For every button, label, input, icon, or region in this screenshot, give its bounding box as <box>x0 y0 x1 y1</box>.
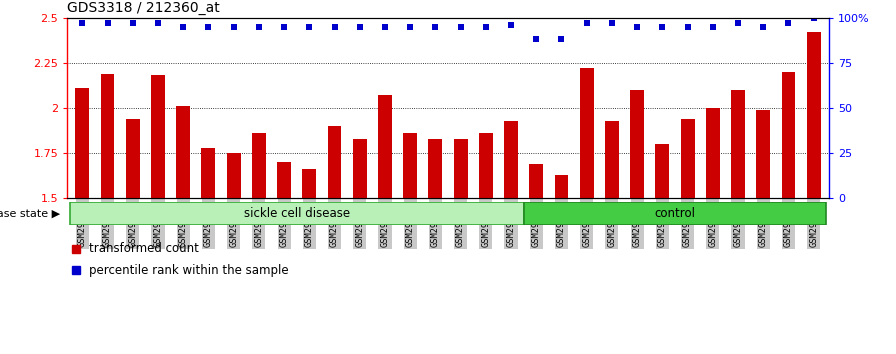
Point <box>403 24 418 29</box>
Point <box>302 24 316 29</box>
Bar <box>75 88 90 198</box>
Point <box>580 20 594 26</box>
Point <box>252 24 266 29</box>
Bar <box>277 162 291 198</box>
Bar <box>403 133 418 198</box>
Bar <box>202 148 215 198</box>
Text: sickle cell disease: sickle cell disease <box>244 207 349 220</box>
Bar <box>605 121 619 198</box>
Bar <box>428 139 443 198</box>
Point <box>378 24 392 29</box>
Bar <box>177 106 190 198</box>
Point <box>176 24 190 29</box>
Bar <box>681 119 694 198</box>
Bar <box>453 139 468 198</box>
Bar <box>781 72 796 198</box>
Bar <box>530 164 543 198</box>
Point <box>327 24 341 29</box>
Point <box>100 20 115 26</box>
Bar <box>806 32 821 198</box>
Point <box>655 24 669 29</box>
Bar <box>504 121 518 198</box>
Text: disease state ▶: disease state ▶ <box>0 208 60 218</box>
Bar <box>731 90 745 198</box>
Point <box>806 15 821 21</box>
Point <box>555 36 569 42</box>
Bar <box>555 175 568 198</box>
Point <box>680 24 694 29</box>
Point <box>428 24 443 29</box>
Point <box>277 24 291 29</box>
Bar <box>655 144 669 198</box>
Point <box>125 20 140 26</box>
Point <box>605 20 619 26</box>
Bar <box>252 133 266 198</box>
Bar <box>302 169 316 198</box>
Point <box>202 24 216 29</box>
Bar <box>378 95 392 198</box>
Text: GDS3318 / 212360_at: GDS3318 / 212360_at <box>67 1 220 15</box>
Bar <box>580 68 594 198</box>
Point <box>478 24 493 29</box>
Point <box>530 36 544 42</box>
Bar <box>756 110 771 198</box>
Bar <box>151 75 165 198</box>
Bar <box>478 133 493 198</box>
Text: percentile rank within the sample: percentile rank within the sample <box>89 264 289 276</box>
Bar <box>227 153 241 198</box>
Bar <box>523 202 826 225</box>
Point <box>227 24 241 29</box>
Point <box>151 20 165 26</box>
Point <box>706 24 720 29</box>
Text: transformed count: transformed count <box>89 242 198 255</box>
Point <box>453 24 468 29</box>
Point <box>756 24 771 29</box>
Bar <box>353 139 366 198</box>
Bar <box>706 108 719 198</box>
Point <box>352 24 366 29</box>
Point <box>630 24 644 29</box>
Bar <box>328 126 341 198</box>
Bar <box>70 202 523 225</box>
Bar <box>125 119 140 198</box>
Point <box>75 20 90 26</box>
Point <box>731 20 745 26</box>
Point <box>781 20 796 26</box>
Point <box>504 22 518 28</box>
Text: control: control <box>654 207 695 220</box>
Bar <box>100 74 115 198</box>
Bar <box>630 90 644 198</box>
